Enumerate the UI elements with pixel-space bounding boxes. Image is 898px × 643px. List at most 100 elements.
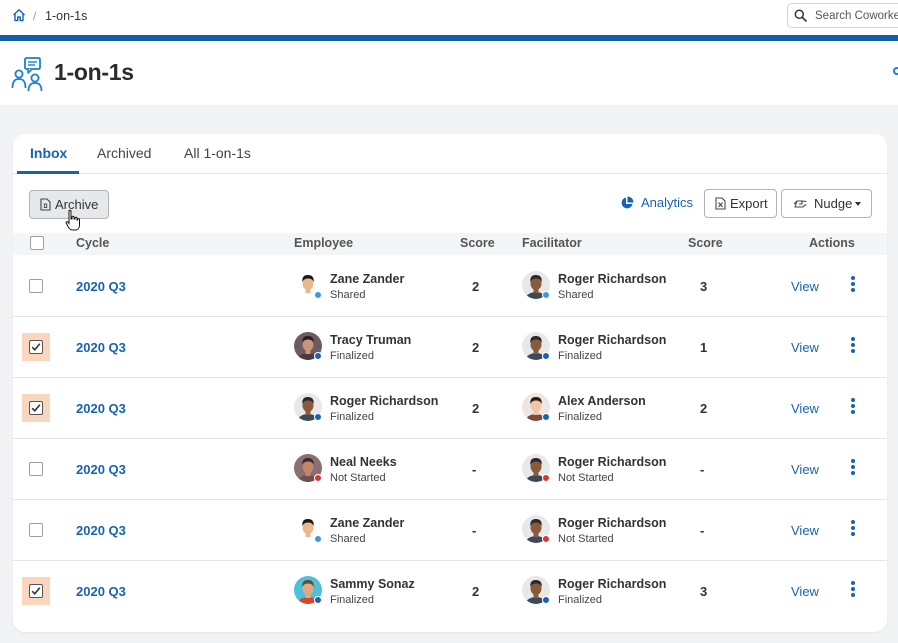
nudge-button-label: Nudge xyxy=(814,196,853,211)
tab-all-one-on-ones[interactable]: All 1-on-1s xyxy=(184,145,251,161)
facilitator-status-dot xyxy=(542,535,550,543)
export-button[interactable]: Export xyxy=(704,189,777,218)
tab-bar: Inbox Archived All 1-on-1s xyxy=(13,134,887,174)
nudge-dropdown-button[interactable]: Nudge xyxy=(781,189,872,218)
more-actions-icon[interactable] xyxy=(849,276,857,294)
employee-status: Shared xyxy=(330,289,366,301)
facilitator-status-dot xyxy=(542,352,550,360)
employee-name: Sammy Sonaz xyxy=(330,577,415,591)
table-row: 2020 Q3 Sammy Sonaz Finalized 2 Roger Ri… xyxy=(13,561,887,622)
employee-status: Finalized xyxy=(330,350,375,362)
cycle-link[interactable]: 2020 Q3 xyxy=(76,462,126,477)
employee-score: 2 xyxy=(472,340,480,355)
employee-status-dot xyxy=(314,352,322,360)
column-header-facilitator-score[interactable]: Score xyxy=(688,236,723,250)
search-box[interactable] xyxy=(787,3,898,28)
checkmark-icon xyxy=(31,404,41,412)
analytics-link[interactable]: Analytics xyxy=(620,195,693,210)
table-row: 2020 Q3 Zane Zander Shared - Roger Richa… xyxy=(13,500,887,561)
facilitator-status: Shared xyxy=(558,289,594,301)
more-actions-icon[interactable] xyxy=(849,581,857,599)
facilitator-name: Roger Richardson xyxy=(558,333,667,347)
column-header-facilitator[interactable]: Facilitator xyxy=(522,236,582,250)
employee-status-dot xyxy=(314,596,322,604)
table-row: 2020 Q3 Tracy Truman Finalized 2 Roger R… xyxy=(13,317,887,378)
facilitator-score: - xyxy=(700,462,705,477)
employee-name: Roger Richardson xyxy=(330,394,439,408)
employee-score: - xyxy=(472,523,477,538)
pointer-cursor-icon xyxy=(65,209,80,231)
employee-status-dot xyxy=(314,291,322,299)
facilitator-status: Finalized xyxy=(558,411,603,423)
toolbar: Archive Analytics Export Nudge xyxy=(13,175,887,233)
employee-avatar xyxy=(294,576,322,604)
more-actions-icon[interactable] xyxy=(849,520,857,538)
excel-file-icon xyxy=(715,197,726,210)
facilitator-score: 2 xyxy=(700,401,708,416)
row-select-checkbox[interactable] xyxy=(29,401,43,415)
active-tab-indicator xyxy=(17,171,79,174)
cycle-link[interactable]: 2020 Q3 xyxy=(76,401,126,416)
column-header-employee[interactable]: Employee xyxy=(294,236,354,250)
facilitator-status-dot xyxy=(542,596,550,604)
view-link[interactable]: View xyxy=(791,584,819,599)
tab-inbox[interactable]: Inbox xyxy=(30,145,68,161)
facilitator-name: Roger Richardson xyxy=(558,272,667,286)
home-icon[interactable] xyxy=(12,8,26,22)
tab-archived[interactable]: Archived xyxy=(97,145,152,161)
pie-chart-icon xyxy=(621,196,634,208)
row-select-checkbox[interactable] xyxy=(29,279,43,293)
view-link[interactable]: View xyxy=(791,340,819,355)
page-header: 1-on-1s xyxy=(0,41,898,105)
select-all-checkbox[interactable] xyxy=(30,236,44,250)
row-select-checkbox[interactable] xyxy=(29,523,43,537)
column-header-employee-score[interactable]: Score xyxy=(460,236,495,250)
row-select-checkbox[interactable] xyxy=(29,584,43,598)
facilitator-score: 3 xyxy=(700,584,708,599)
row-select-checkbox[interactable] xyxy=(29,462,43,476)
row-select-checkbox[interactable] xyxy=(29,340,43,354)
facilitator-name: Roger Richardson xyxy=(558,577,667,591)
table-row: 2020 Q3 Zane Zander Shared 2 Roger Richa… xyxy=(13,256,887,317)
help-icon[interactable] xyxy=(893,67,898,75)
cycle-link[interactable]: 2020 Q3 xyxy=(76,523,126,538)
view-link[interactable]: View xyxy=(791,279,819,294)
view-link[interactable]: View xyxy=(791,462,819,477)
facilitator-name: Roger Richardson xyxy=(558,455,667,469)
facilitator-status-dot xyxy=(542,291,550,299)
one-on-one-icon xyxy=(11,57,43,92)
facilitator-status: Not Started xyxy=(558,533,614,545)
breadcrumb-current: 1-on-1s xyxy=(45,9,88,23)
one-on-ones-panel: Inbox Archived All 1-on-1s Archive Analy… xyxy=(13,134,887,632)
export-button-label: Export xyxy=(730,196,768,211)
column-header-actions: Actions xyxy=(809,236,855,250)
employee-name: Zane Zander xyxy=(330,516,405,530)
facilitator-status-dot xyxy=(542,474,550,482)
view-link[interactable]: View xyxy=(791,401,819,416)
caret-down-icon xyxy=(855,201,862,206)
facilitator-avatar xyxy=(522,332,550,360)
employee-status: Finalized xyxy=(330,411,375,423)
employee-avatar-image xyxy=(294,576,322,604)
employee-status: Shared xyxy=(330,533,366,545)
employee-status: Finalized xyxy=(330,594,375,606)
analytics-label: Analytics xyxy=(641,195,694,210)
table-row: 2020 Q3 Neal Neeks Not Started - Roger R… xyxy=(13,439,887,500)
cycle-link[interactable]: 2020 Q3 xyxy=(76,279,126,294)
search-input[interactable] xyxy=(815,8,898,24)
column-header-cycle[interactable]: Cycle xyxy=(76,236,110,250)
employee-score: 2 xyxy=(472,279,480,294)
archive-button-label: Archive xyxy=(55,197,99,212)
facilitator-avatar-image xyxy=(522,332,550,360)
cycle-link[interactable]: 2020 Q3 xyxy=(76,340,126,355)
page-title: 1-on-1s xyxy=(54,59,134,85)
view-link[interactable]: View xyxy=(791,523,819,538)
more-actions-icon[interactable] xyxy=(849,459,857,477)
employee-score: 2 xyxy=(472,584,480,599)
more-actions-icon[interactable] xyxy=(849,337,857,355)
employee-score: - xyxy=(472,462,477,477)
cycle-link[interactable]: 2020 Q3 xyxy=(76,584,126,599)
employee-status-dot xyxy=(314,413,322,421)
more-actions-icon[interactable] xyxy=(849,398,857,416)
facilitator-status-dot xyxy=(542,413,550,421)
